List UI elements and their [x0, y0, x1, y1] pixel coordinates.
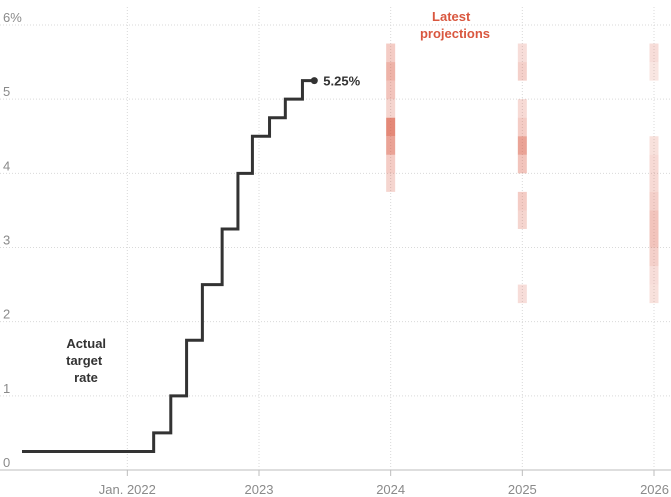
x-tick-label-2023: 2023: [245, 482, 274, 497]
latest-projections-line-2: projections: [420, 26, 490, 41]
projection-cell-2026-7: [649, 247, 659, 267]
x-tick-labels: Jan. 2022 2023 2024 2025 2026: [99, 482, 669, 497]
projection-cell-2024-6: [386, 154, 396, 174]
y-tick-labels: 0 1 2 3 4 5 6%: [3, 10, 22, 470]
projection-cell-2026-3: [649, 154, 659, 174]
projection-cell-2026-9: [649, 284, 659, 304]
projection-cell-2026-8: [649, 266, 659, 285]
projection-cell-2025-5: [517, 154, 527, 174]
y-tick-label-2: 2: [3, 307, 10, 322]
projection-cell-2025-4: [517, 136, 527, 155]
actual-rate-line: [22, 79, 315, 453]
projection-cell-2024-7: [386, 173, 396, 192]
latest-projections-line-1: Latest: [432, 9, 471, 24]
projection-cell-2025-3: [517, 117, 527, 137]
x-tick-label-2025: 2025: [508, 482, 537, 497]
projection-cell-2025-8: [517, 284, 527, 304]
projection-cell-2024-5: [386, 136, 396, 155]
projection-cell-2025-2: [517, 99, 527, 118]
projection-cell-2025-0: [517, 43, 527, 63]
projection-cell-2025-7: [517, 210, 527, 229]
projection-cell-2026-0: [649, 43, 659, 63]
projection-cell-2026-4: [649, 173, 659, 192]
projection-cell-2026-5: [649, 191, 659, 211]
projection-cell-2024-1: [386, 62, 396, 81]
actual-target-rate-line-3: rate: [74, 370, 98, 385]
actual-target-rate-label: Actual target rate: [66, 336, 110, 385]
projection-cell-2024-4: [386, 117, 396, 137]
latest-projections-label: Latest projections: [420, 9, 490, 41]
projection-cell-2025-6: [517, 191, 527, 211]
x-tick-label-2026: 2026: [640, 482, 669, 497]
projection-cell-2024-2: [386, 80, 396, 100]
end-point-marker: [310, 77, 318, 85]
end-value-label: 5.25%: [323, 74, 360, 89]
projection-cell-2024-0: [386, 43, 396, 63]
y-tick-label-6: 6%: [3, 10, 22, 25]
x-gridlines: [126, 5, 655, 476]
x-tick-label-2024: 2024: [376, 482, 405, 497]
projection-cell-2025-1: [517, 62, 527, 81]
y-tick-label-0: 0: [3, 455, 10, 470]
y-tick-label-1: 1: [3, 381, 10, 396]
gridlines: [0, 24, 671, 471]
x-tick-label-Jan. 2022: Jan. 2022: [99, 482, 156, 497]
y-tick-label-3: 3: [3, 233, 10, 248]
projection-cell-2026-1: [649, 62, 659, 81]
projection-cell-2026-2: [649, 136, 659, 155]
projection-heatmap: [386, 43, 659, 304]
actual-target-rate-line-2: target: [66, 353, 103, 368]
actual-target-rate-line-1: Actual: [66, 336, 106, 351]
y-tick-label-4: 4: [3, 158, 10, 173]
y-tick-label-5: 5: [3, 84, 10, 99]
projection-cell-2026-6: [649, 210, 659, 248]
projection-cell-2024-3: [386, 99, 396, 118]
